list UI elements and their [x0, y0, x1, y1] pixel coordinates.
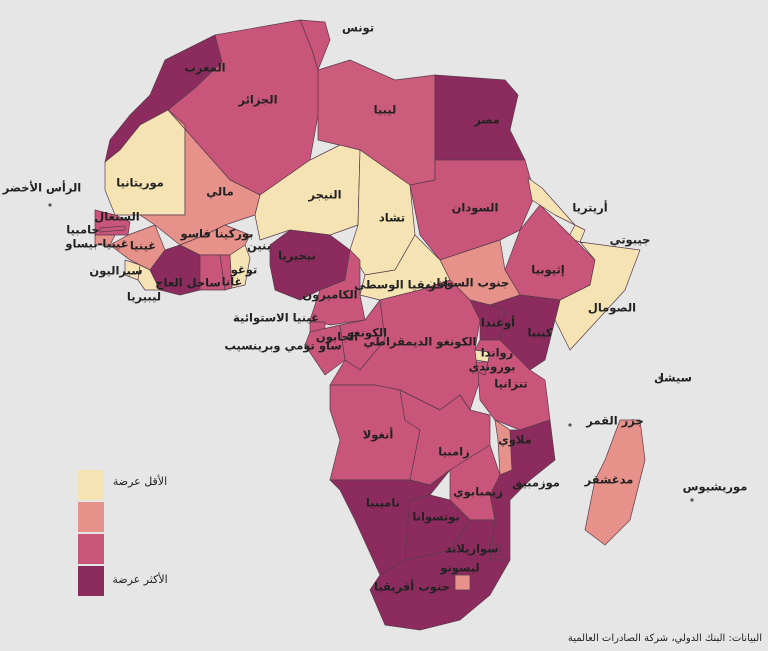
country: [369, 519, 511, 631]
country-label: أفريقيا الوسطى: [354, 277, 448, 293]
country-label: سيراليون: [89, 264, 142, 279]
legend-low-label: الأقل عرضة: [113, 474, 167, 488]
island-label: جزر القمر: [585, 414, 643, 428]
country-label: أوغندا: [481, 315, 515, 331]
country-label: ناميبيا: [366, 496, 400, 510]
country-label: زيمبابوي: [453, 485, 503, 500]
country-label: بوروندي: [469, 360, 516, 375]
country-label: موريتانيا: [116, 176, 164, 191]
countries: [48, 19, 694, 631]
country-label: جنوب السودان: [427, 276, 510, 291]
legend-swatch: [78, 566, 104, 596]
country-label: سوازيلاند: [445, 542, 498, 557]
country-label: غينيا الاستوائية: [233, 311, 319, 326]
country-label: بنين: [247, 239, 271, 253]
country: [527, 177, 576, 226]
country-label: بوتسوانا: [412, 510, 459, 525]
country-label: ملاوي: [498, 433, 532, 448]
country-label: السودان: [452, 201, 499, 216]
country-label: غينيا-بيساو: [64, 237, 128, 252]
country: [454, 574, 471, 591]
island: [304, 343, 308, 347]
country-label: غانا: [222, 275, 243, 289]
country-label: ليسوتو: [439, 561, 479, 576]
island-label: الرأس الأخضر: [2, 180, 82, 195]
country-label: أنغولا: [363, 427, 394, 443]
island: [568, 423, 572, 427]
country-label: السنغال: [94, 210, 139, 224]
country-label: ليبيريا: [127, 290, 161, 304]
country-label: جامبيا: [66, 223, 99, 237]
country: [584, 419, 646, 546]
island: [48, 203, 52, 207]
country-label: مدغشقر: [584, 473, 634, 487]
country: [229, 244, 251, 289]
country-label: زامبيا: [438, 445, 469, 459]
country-label: الجابون: [316, 330, 358, 345]
country-label: رواندا: [481, 346, 514, 361]
country-label: تنزانيا: [494, 377, 527, 391]
country-label: مالي: [206, 185, 233, 199]
labels: تونس المغرب الجزائر ليبيا مصر موريتانيا مالي ال…: [2, 21, 748, 595]
country-label: الكونغو الديمقراطي: [364, 335, 477, 350]
country: [254, 144, 361, 241]
country-label: النيجر: [307, 188, 341, 202]
island: [690, 498, 694, 502]
country-label: جيبوتي: [610, 233, 651, 248]
country: [304, 324, 346, 376]
country-label: موزمبيق: [512, 476, 560, 491]
country-label: كينيا: [527, 326, 552, 340]
legend-swatch: [78, 502, 104, 532]
country: [99, 225, 126, 233]
country-label: مصر: [473, 113, 500, 127]
country-label: تونس: [342, 21, 374, 36]
country-label: توغو: [230, 263, 258, 278]
legend-high-label: الأكثر عرضة: [112, 572, 167, 586]
country-label: تشاد: [379, 211, 405, 225]
island-label: ساو تومي وبرينسيب: [224, 339, 341, 354]
country-label: ليبيا: [374, 103, 397, 117]
country-label: إثيوبيا: [531, 263, 565, 278]
country-label: بوركينا فاسو: [180, 227, 254, 242]
legend-swatch: [78, 534, 104, 564]
country-label: غينيا: [130, 239, 156, 253]
country: [137, 264, 161, 291]
country: [489, 544, 501, 556]
country-label: جنوب أفريقيا: [374, 579, 450, 595]
country-label: أريتريا: [572, 200, 607, 215]
country-label: الصومال: [588, 301, 636, 316]
country-label: ساحل العاج: [155, 276, 221, 291]
source: البيانات: البنك الدولي، شركة الصادرات ال…: [568, 633, 762, 644]
country-label: نيجيريا: [278, 249, 316, 263]
country-label: الكونغو: [346, 326, 387, 341]
country-label: المغرب: [184, 61, 225, 75]
legend-swatch: [78, 470, 104, 500]
island-label: سيشل: [654, 371, 692, 385]
country: [474, 339, 551, 431]
country-label: الجزائر: [237, 93, 277, 107]
island-label: موريشيوس: [683, 480, 748, 495]
country-label: الكاميرون: [302, 288, 357, 303]
island: [658, 376, 662, 380]
